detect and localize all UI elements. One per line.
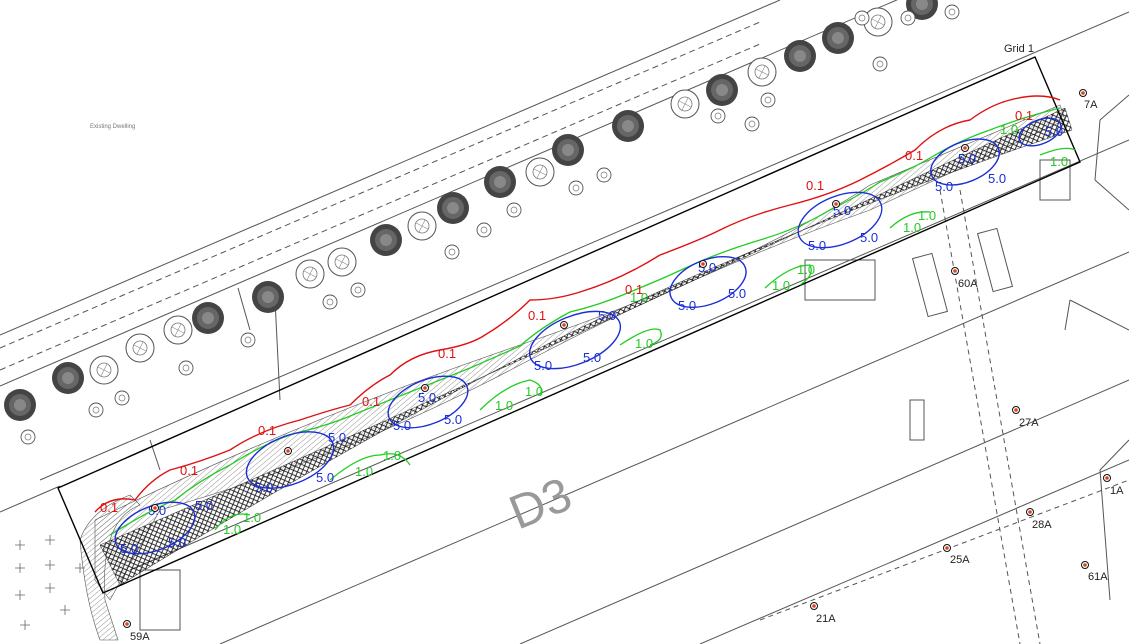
point-label-27a: 27A: [1019, 417, 1039, 429]
svg-text:0.1: 0.1: [625, 282, 643, 297]
contour-green-lower: [214, 147, 1076, 531]
svg-text:5.0: 5.0: [255, 480, 273, 495]
svg-text:1.0: 1.0: [903, 220, 921, 235]
svg-text:1.0: 1.0: [630, 290, 648, 305]
svg-text:1.0: 1.0: [495, 398, 513, 413]
svg-text:5.0: 5.0: [316, 470, 334, 485]
svg-text:1.0: 1.0: [635, 336, 653, 351]
landscape-marks: [15, 535, 85, 630]
svg-text:5.0: 5.0: [583, 350, 601, 365]
building-outline: [129, 94, 1129, 644]
grid-boundary: [57, 56, 1081, 594]
svg-text:5.0: 5.0: [988, 171, 1006, 186]
svg-text:5.0: 5.0: [120, 541, 138, 556]
svg-text:0.1: 0.1: [100, 500, 118, 515]
contour-labels-green: 1.0 1.0 1.0 1.0 1.0 1.0 1.0 1.0 1.0 1.0 …: [223, 122, 1068, 537]
contour-labels-blue: 5.0 5.0 5.0 5.0 5.0 5.0 5.0 5.0 5.0 5.0 …: [120, 124, 1063, 556]
receptor-labels: 7A 60A 27A 1A 28A 25A 61A 21A 59A: [130, 99, 1124, 643]
point-label-61a: 61A: [1088, 571, 1108, 583]
svg-text:1.0: 1.0: [918, 208, 936, 223]
svg-text:0.1: 0.1: [905, 148, 923, 163]
grid-label: Grid 1: [1004, 43, 1034, 55]
svg-text:0.1: 0.1: [438, 346, 456, 361]
svg-text:1.0: 1.0: [772, 278, 790, 293]
receptor-points: [123, 89, 1111, 628]
svg-text:5.0: 5.0: [534, 358, 552, 373]
building-label: D3: [502, 468, 579, 540]
contour-red: [94, 95, 1061, 513]
point-label-21a: 21A: [816, 613, 836, 625]
svg-text:5.0: 5.0: [328, 430, 346, 445]
svg-text:1.0: 1.0: [797, 262, 815, 277]
point-label-7a: 7A: [1084, 99, 1098, 111]
svg-text:5.0: 5.0: [168, 535, 186, 550]
svg-text:0.1: 0.1: [528, 308, 546, 323]
point-label-60a: 60A: [958, 278, 978, 290]
svg-text:0.1: 0.1: [806, 178, 824, 193]
svg-text:1.0: 1.0: [1050, 154, 1068, 169]
svg-text:5.0: 5.0: [808, 238, 826, 253]
svg-text:0.1: 0.1: [362, 394, 380, 409]
svg-text:5.0: 5.0: [195, 498, 213, 513]
svg-text:5.0: 5.0: [598, 308, 616, 323]
svg-text:5.0: 5.0: [935, 179, 953, 194]
svg-text:1.0: 1.0: [355, 464, 373, 479]
svg-text:1.0: 1.0: [223, 522, 241, 537]
svg-text:5.0: 5.0: [860, 230, 878, 245]
svg-text:5.0: 5.0: [678, 298, 696, 313]
svg-text:5.0: 5.0: [393, 418, 411, 433]
svg-text:5.0: 5.0: [444, 412, 462, 427]
point-label-1a: 1A: [1110, 485, 1124, 497]
point-label-59a: 59A: [130, 631, 150, 643]
existing-dwelling-label: Existing Dwelling: [90, 124, 135, 130]
hatched-strip: [99, 107, 1073, 586]
point-label-25a: 25A: [950, 554, 970, 566]
road-lines: [0, 0, 1129, 513]
svg-text:1.0: 1.0: [1000, 122, 1018, 137]
svg-text:0.1: 0.1: [258, 423, 276, 438]
svg-text:0.1: 0.1: [1015, 108, 1033, 123]
svg-text:5.0: 5.0: [1045, 124, 1063, 139]
svg-text:5.0: 5.0: [958, 151, 976, 166]
svg-text:0.1: 0.1: [180, 463, 198, 478]
point-label-28a: 28A: [1032, 519, 1052, 531]
svg-text:1.0: 1.0: [383, 448, 401, 463]
svg-text:5.0: 5.0: [418, 390, 436, 405]
contour-blue: [114, 117, 1062, 555]
contour-labels-red: 0.1 0.1 0.1 0.1 0.1 0.1 0.1 0.1 0.1 0.1: [100, 108, 1033, 515]
svg-text:1.0: 1.0: [525, 384, 543, 399]
svg-text:1.0: 1.0: [243, 510, 261, 525]
svg-text:5.0: 5.0: [728, 286, 746, 301]
